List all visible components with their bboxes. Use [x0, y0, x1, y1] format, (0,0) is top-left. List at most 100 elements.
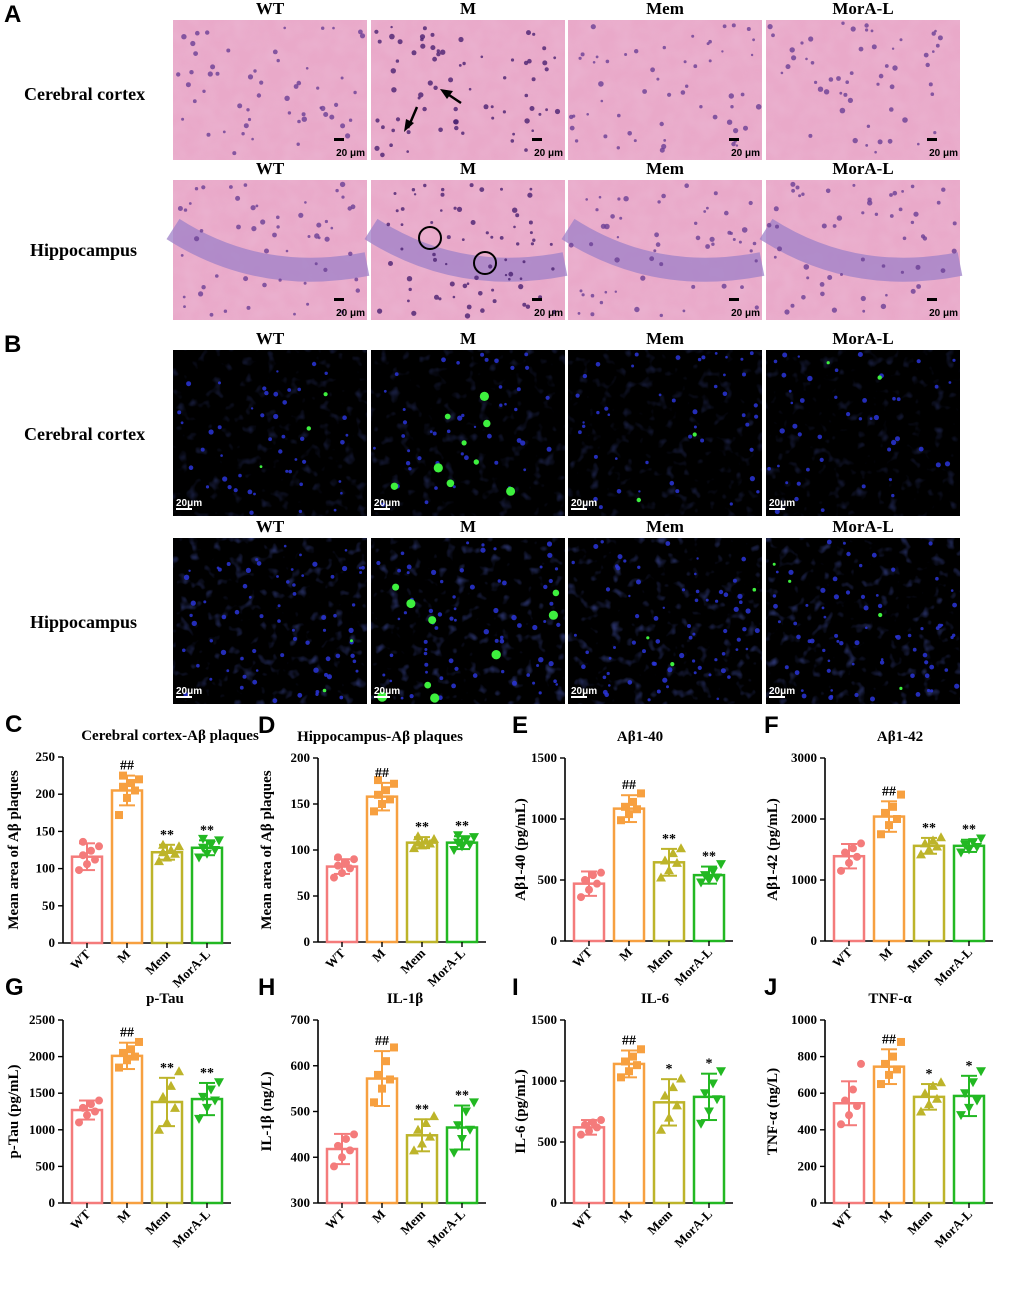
- he-nucleus: [206, 132, 211, 137]
- dapi-nucleus: [891, 439, 897, 446]
- he-nucleus: [223, 309, 228, 313]
- data-point: [633, 1061, 641, 1070]
- data-point: [346, 864, 354, 873]
- dapi-nucleus: [774, 509, 780, 515]
- he-scale-label: 20 μm: [534, 148, 563, 159]
- dapi-nucleus: [777, 464, 780, 468]
- he-nucleus: [874, 212, 879, 216]
- he-nucleus: [390, 25, 393, 29]
- data-point: [885, 821, 893, 830]
- abeta-plaque: [444, 413, 451, 420]
- he-nucleus: [359, 33, 366, 39]
- if-tile-texture: [568, 350, 762, 516]
- he-nucleus: [910, 288, 916, 294]
- dapi-nucleus: [920, 627, 924, 631]
- dapi-nucleus: [188, 465, 194, 471]
- x-tick-label: Mem: [397, 1206, 428, 1237]
- he-nucleus: [839, 91, 843, 95]
- x-tick-label: M: [876, 1207, 895, 1226]
- dapi-nucleus: [845, 590, 851, 595]
- data-point: [206, 1085, 216, 1095]
- he-nucleus: [902, 236, 907, 241]
- he-nucleus: [201, 185, 206, 190]
- he-nucleus: [845, 80, 849, 84]
- he-nucleus: [623, 196, 629, 202]
- he-nucleus: [766, 222, 772, 228]
- data-point: [334, 1141, 342, 1150]
- data-point: [158, 1091, 168, 1101]
- abeta-plaque: [506, 486, 516, 496]
- dapi-nucleus: [260, 413, 265, 418]
- dapi-nucleus: [273, 413, 279, 420]
- y-tick-label: 200: [798, 1158, 818, 1173]
- data-point: [346, 1146, 354, 1155]
- dapi-nucleus: [638, 490, 641, 493]
- dapi-nucleus: [500, 635, 504, 640]
- data-point: [853, 852, 861, 861]
- he-nucleus: [862, 309, 866, 313]
- he-nucleus: [941, 187, 946, 192]
- he-nucleus: [860, 295, 866, 302]
- he-nucleus: [746, 27, 751, 31]
- he-nucleus: [430, 45, 436, 51]
- he-nucleus: [193, 51, 199, 56]
- he-nucleus: [522, 260, 526, 264]
- x-tick-label: WT: [569, 1206, 595, 1232]
- he-nucleus: [519, 277, 523, 281]
- he-nucleus: [276, 225, 280, 229]
- he-nucleus: [408, 287, 412, 292]
- he-col-title: WT: [256, 159, 285, 178]
- data-point: [342, 1134, 350, 1143]
- dapi-nucleus: [182, 648, 186, 653]
- dapi-nucleus: [616, 489, 622, 494]
- dapi-nucleus: [729, 502, 733, 506]
- data-point: [660, 1090, 670, 1100]
- data-point: [162, 852, 172, 862]
- he-nucleus: [828, 77, 834, 82]
- he-nucleus: [180, 254, 184, 257]
- he-scale-label: 20 μm: [929, 148, 958, 159]
- dapi-nucleus: [441, 357, 446, 363]
- dapi-nucleus: [924, 673, 930, 678]
- dapi-nucleus: [259, 614, 264, 619]
- x-tick-label: MorA-L: [424, 945, 468, 989]
- he-nucleus: [345, 133, 351, 139]
- he-nucleus: [452, 295, 456, 299]
- he-nucleus: [773, 206, 779, 212]
- he-nucleus: [726, 119, 733, 125]
- chart-title: Aβ1-42: [877, 729, 923, 745]
- dapi-nucleus: [725, 355, 728, 359]
- he-nucleus: [680, 90, 686, 95]
- he-nucleus: [599, 300, 604, 305]
- data-point: [119, 782, 127, 791]
- he-nucleus: [659, 313, 663, 318]
- he-nucleus: [339, 181, 346, 188]
- dapi-nucleus: [333, 508, 337, 512]
- significance-mark: **: [455, 819, 469, 834]
- data-point: [95, 1096, 103, 1105]
- he-nucleus: [821, 223, 827, 229]
- data-point: [877, 1080, 885, 1089]
- dapi-nucleus: [326, 674, 332, 680]
- dapi-nucleus: [821, 606, 825, 610]
- he-nucleus: [491, 288, 495, 292]
- he-nucleus: [303, 281, 307, 285]
- dapi-nucleus: [736, 637, 741, 642]
- he-nucleus: [528, 220, 533, 225]
- dapi-nucleus: [653, 616, 659, 621]
- he-nucleus: [789, 47, 795, 53]
- data-point: [382, 786, 390, 795]
- data-point: [664, 1112, 674, 1122]
- significance-mark: *: [926, 1067, 933, 1082]
- dapi-nucleus: [376, 560, 381, 566]
- he-nucleus: [319, 106, 323, 109]
- he-nucleus: [304, 201, 307, 204]
- significance-mark: **: [962, 823, 976, 838]
- panel-label: E: [512, 712, 528, 739]
- dapi-nucleus: [285, 469, 289, 473]
- he-nucleus: [900, 270, 905, 274]
- dapi-nucleus: [934, 384, 939, 389]
- he-nucleus: [340, 123, 346, 129]
- data-point: [119, 771, 127, 780]
- he-nucleus: [755, 104, 762, 110]
